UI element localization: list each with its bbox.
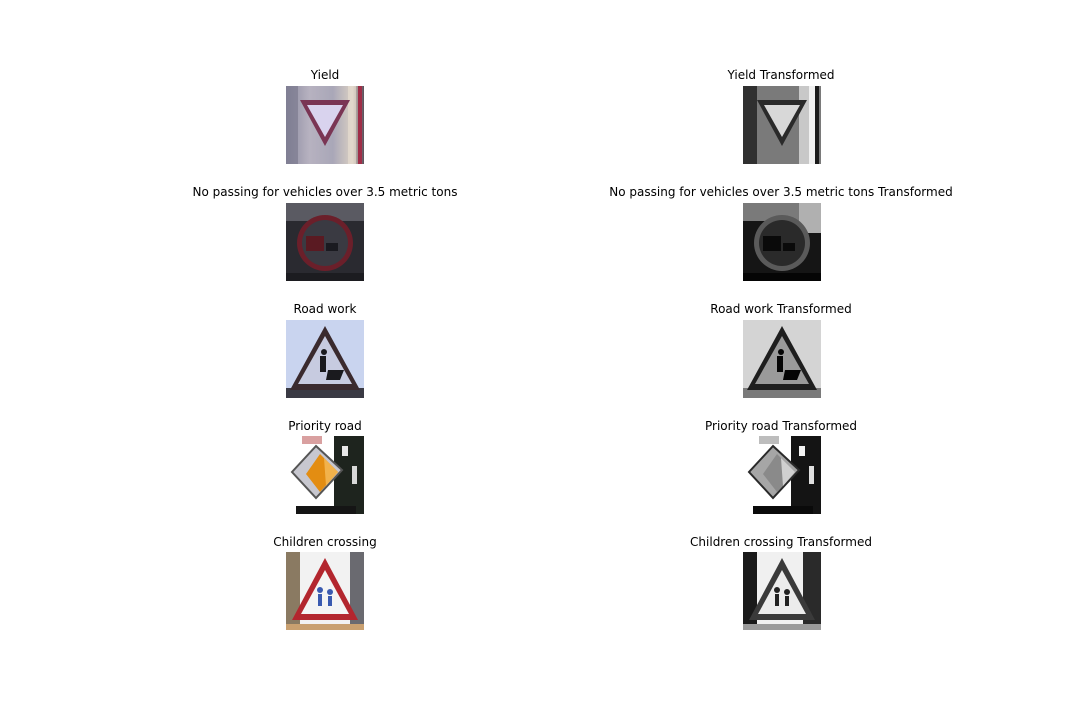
title-no-passing-transformed: No passing for vehicles over 3.5 metric … <box>609 185 953 199</box>
title-road-work-transformed: Road work Transformed <box>710 302 852 316</box>
yield-sign-image <box>286 86 364 164</box>
title-children-crossing-transformed: Children crossing Transformed <box>690 535 872 549</box>
title-yield: Yield <box>310 68 340 82</box>
road-work-sign-gray-image <box>743 320 821 398</box>
children-crossing-sign-image <box>286 552 364 630</box>
road-work-sign-image <box>286 320 364 398</box>
title-children-crossing: Children crossing <box>273 535 377 549</box>
no-passing-sign-gray-image <box>743 203 821 281</box>
title-yield-transformed: Yield Transformed <box>727 68 835 82</box>
image-children-crossing <box>286 552 364 630</box>
image-priority-road-transformed <box>743 436 821 514</box>
image-priority-road <box>286 436 364 514</box>
image-children-crossing-transformed <box>743 552 821 630</box>
image-yield <box>286 86 364 164</box>
priority-road-sign-image <box>286 436 364 514</box>
yield-sign-gray-image <box>743 86 821 164</box>
no-passing-sign-image <box>286 203 364 281</box>
title-priority-road: Priority road <box>288 419 362 433</box>
title-priority-road-transformed: Priority road Transformed <box>704 419 858 433</box>
priority-road-sign-gray-image <box>743 436 821 514</box>
title-no-passing: No passing for vehicles over 3.5 metric … <box>192 185 458 199</box>
children-crossing-sign-gray-image <box>743 552 821 630</box>
title-road-work: Road work <box>293 302 357 316</box>
image-road-work-transformed <box>743 320 821 398</box>
image-road-work <box>286 320 364 398</box>
image-yield-transformed <box>743 86 821 164</box>
image-no-passing-transformed <box>743 203 821 281</box>
image-no-passing <box>286 203 364 281</box>
